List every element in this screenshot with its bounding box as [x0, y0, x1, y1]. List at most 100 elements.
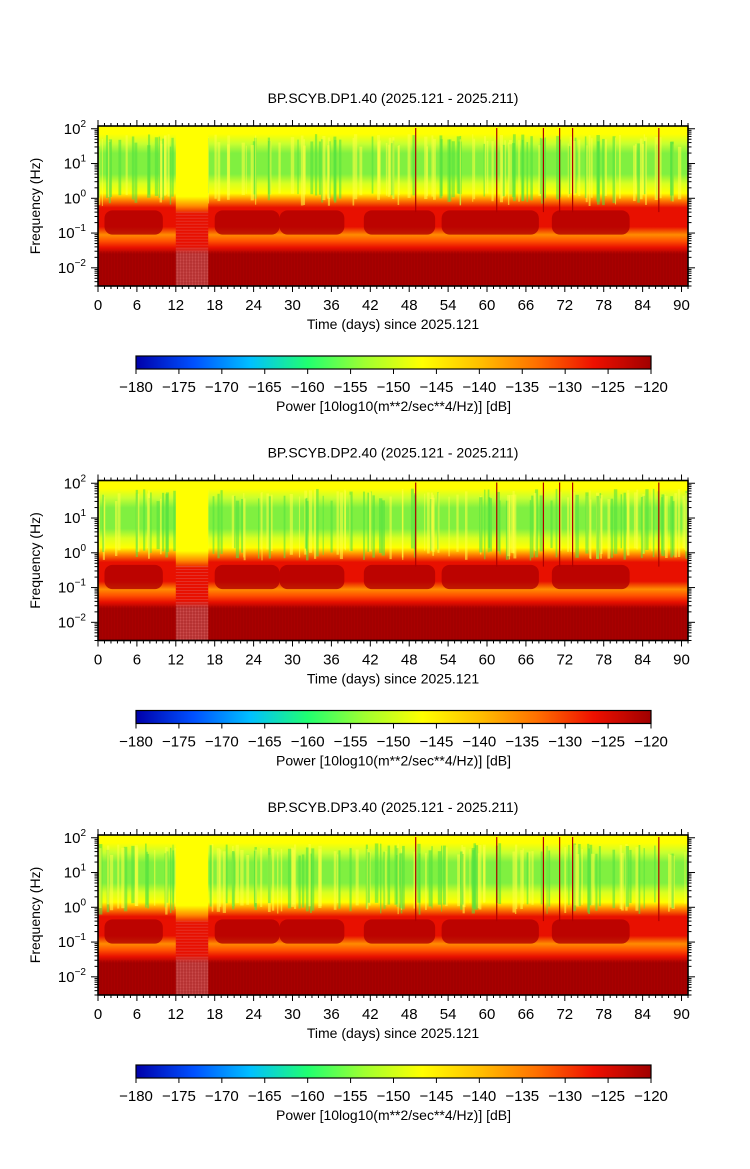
noise-column [290, 847, 295, 907]
noise-column [260, 848, 263, 907]
noise-column [121, 847, 125, 909]
x-tick-label: 36 [323, 652, 340, 669]
y-axis-label: Frequency (Hz) [27, 512, 43, 608]
microseism-band [441, 564, 539, 590]
noise-column [684, 500, 686, 550]
noise-column [309, 490, 313, 553]
noise-column [507, 495, 511, 557]
noise-column [412, 135, 415, 196]
colorbar-gradient [135, 1064, 652, 1079]
colorbar-tick-label: −120 [634, 734, 668, 751]
noise-column [670, 496, 673, 558]
noise-column [541, 138, 545, 204]
noise-column [169, 847, 172, 914]
colorbar-tick-label: −150 [377, 379, 411, 396]
noise-column [665, 495, 668, 558]
y-axis: 10−2 10−1 100 101 102 [58, 473, 695, 641]
noise-column [456, 494, 459, 552]
noise-column [353, 134, 358, 200]
noise-column [573, 491, 575, 553]
x-tick-label: 72 [556, 1006, 573, 1023]
noise-column [640, 497, 643, 558]
colorbar-tick-label: −140 [462, 734, 496, 751]
noise-column [496, 491, 500, 552]
noise-column [661, 497, 663, 555]
noise-column [98, 492, 101, 553]
microseism-band [279, 919, 345, 944]
noise-column [529, 500, 532, 561]
noise-column [359, 146, 363, 196]
noise-column [102, 494, 105, 553]
x-tick-label: 6 [133, 652, 141, 669]
noise-column [641, 143, 644, 195]
noise-column [559, 139, 562, 198]
noise-column [598, 846, 601, 907]
colorbar-tick-label: −120 [634, 1088, 668, 1105]
colorbar-tick-label: −150 [377, 1088, 411, 1105]
y-axis: 10−2 10−1 100 101 102 [58, 828, 695, 996]
noise-column [318, 849, 322, 909]
noise-column [513, 494, 517, 559]
noise-column [451, 141, 455, 198]
noise-column [578, 139, 581, 197]
noise-column [587, 843, 590, 913]
noise-column [110, 854, 114, 911]
noise-column [498, 843, 502, 905]
noise-column [106, 845, 110, 905]
noise-column [491, 141, 494, 202]
noise-column [499, 135, 504, 203]
noise-column [625, 846, 629, 907]
noise-column [489, 498, 492, 552]
y-tick-label: 10−2 [58, 967, 87, 986]
noise-column [235, 844, 239, 904]
noise-column [413, 851, 416, 909]
noise-column [555, 488, 558, 558]
noise-column [469, 849, 471, 904]
noise-column [531, 851, 534, 905]
x-tick-label: 66 [518, 297, 535, 314]
noise-column [261, 491, 263, 561]
noise-column [214, 134, 217, 199]
noise-column [327, 137, 330, 206]
x-tick-label: 36 [323, 1006, 340, 1023]
noise-column [564, 847, 567, 914]
noise-column [258, 498, 260, 559]
noise-column [578, 843, 581, 907]
noise-column [521, 139, 524, 202]
colorbar-tick-label: −150 [377, 734, 411, 751]
noise-column [575, 494, 579, 558]
x-tick-label: 0 [94, 297, 102, 314]
noise-column [98, 146, 100, 198]
y-axis: 10−2 10−1 100 101 102 [58, 119, 695, 287]
x-tick-label: 12 [167, 297, 184, 314]
y-axis-label: Frequency (Hz) [27, 158, 43, 254]
noise-column [621, 852, 624, 911]
noise-column [567, 143, 569, 198]
noise-column [538, 145, 542, 196]
noise-column [633, 145, 636, 202]
noise-column [108, 141, 111, 204]
noise-column [460, 851, 463, 910]
noise-column [255, 135, 257, 205]
noise-column [652, 488, 655, 558]
y-tick-label: 10−2 [58, 258, 87, 277]
noise-column [629, 849, 632, 904]
noise-column [589, 844, 593, 906]
noise-column [478, 844, 482, 910]
noise-column [268, 140, 272, 195]
noise-column [156, 501, 160, 550]
noise-column [171, 137, 174, 197]
x-tick-label: 42 [362, 1006, 379, 1023]
colorbar-gradient [135, 355, 652, 370]
microseism-band [441, 919, 539, 944]
noise-column [677, 146, 682, 200]
noise-column [211, 843, 214, 912]
noise-column [576, 854, 580, 907]
noise-column [243, 498, 246, 561]
noise-column [145, 843, 147, 908]
x-tick-label: 72 [556, 297, 573, 314]
noise-column [559, 491, 562, 551]
noise-column [300, 135, 304, 206]
noise-column [390, 143, 394, 196]
noise-column [477, 853, 480, 909]
